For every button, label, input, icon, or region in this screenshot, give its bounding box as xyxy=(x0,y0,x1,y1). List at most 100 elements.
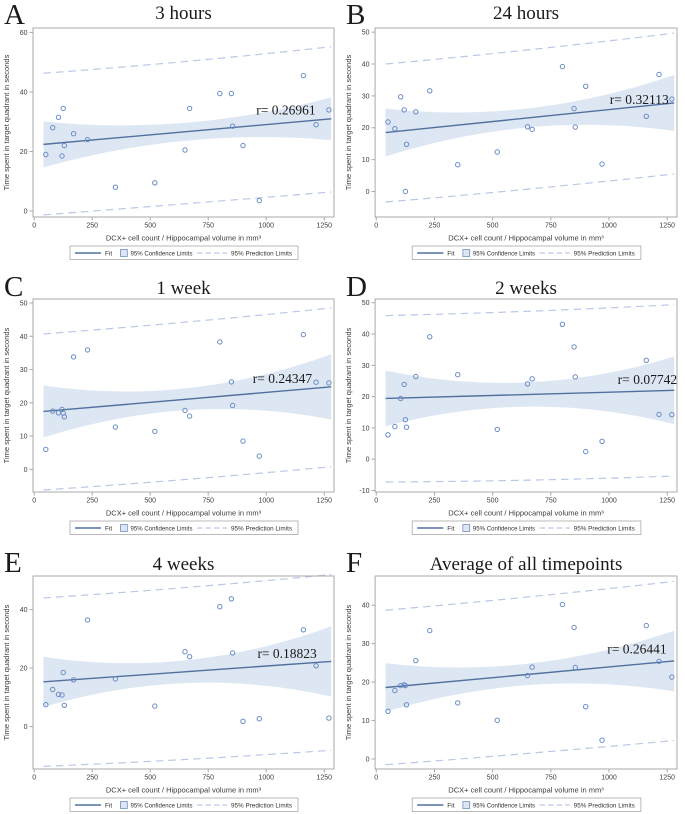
scatter-point xyxy=(392,126,398,132)
x-tick-label: 0 xyxy=(32,223,36,230)
scatter-point xyxy=(599,438,605,445)
scatter-point xyxy=(228,379,235,385)
panel-title: 4 weeks xyxy=(153,554,215,575)
y-tick-label: 0 xyxy=(366,189,370,196)
x-tick-label: 1250 xyxy=(659,775,675,782)
scatter-point xyxy=(55,691,62,698)
x-axis-title: DCX+ cell count / Hippocampal volume in … xyxy=(106,786,262,795)
x-tick-label: 1000 xyxy=(601,498,617,505)
panel-letter: A xyxy=(4,0,25,31)
x-tick-label: 0 xyxy=(374,223,378,230)
scatter-point xyxy=(494,717,500,723)
scatter-point xyxy=(571,105,577,112)
scatter-point xyxy=(240,438,246,444)
scatter-point xyxy=(217,90,223,97)
scatter-point xyxy=(313,122,319,128)
scatter-point xyxy=(61,702,68,709)
y-tick-label: 40 xyxy=(20,607,28,614)
panel-e: 0 20 40 0 250 500 750 1000 1250 E 4 weeks r= 0.1882… xyxy=(0,545,342,814)
scatter-point xyxy=(643,622,649,629)
scatter-point xyxy=(559,63,566,70)
legend-confidence-label: 95% Confidence Limits xyxy=(473,525,536,532)
scatter-point xyxy=(326,715,332,721)
x-axis-title: DCX+ cell count / Hippocampal volume in … xyxy=(448,786,604,795)
prediction-limit-upper xyxy=(385,32,675,65)
panel-letter: C xyxy=(4,271,23,303)
panel-title: 2 weeks xyxy=(495,278,557,299)
y-tick-label: 0 xyxy=(24,209,28,216)
legend: Fit 95% Confidence Limits 95% Prediction L… xyxy=(69,520,299,535)
legend-fit-label: Fit xyxy=(105,250,112,257)
scatter-point xyxy=(50,686,56,693)
x-tick-label: 1250 xyxy=(659,498,675,505)
scatter-point xyxy=(656,71,662,78)
fit-line xyxy=(43,660,332,683)
correlation-label: r= 0.07742 xyxy=(618,372,677,387)
scatter-point xyxy=(84,617,91,623)
scatter-point xyxy=(427,627,433,634)
scatter-point xyxy=(643,357,649,364)
scatter-point xyxy=(112,184,119,190)
confidence-band xyxy=(43,97,332,168)
y-tick-label: 40 xyxy=(20,89,28,96)
legend-prediction-label: 95% Prediction Limits xyxy=(231,525,293,532)
scatter-point xyxy=(572,664,578,671)
legend-confidence-swatch xyxy=(462,524,471,532)
scatter-point xyxy=(385,708,391,715)
confidence-band xyxy=(385,630,675,712)
scatter-points xyxy=(385,321,675,455)
scatter-point xyxy=(43,702,49,708)
scatter-point xyxy=(112,424,119,430)
scatter-point xyxy=(59,692,65,698)
legend-confidence-label: 95% Confidence Limits xyxy=(131,802,194,809)
fit-line xyxy=(385,102,675,134)
panel-c: 0 10 20 30 40 50 0 250 500 750 1000 1250 C 1 week r= 0… xyxy=(0,270,342,545)
scatter-point xyxy=(60,105,66,112)
scatter-point xyxy=(403,141,410,148)
scatter-point xyxy=(43,151,49,158)
scatter-point xyxy=(524,672,531,679)
x-tick-label: 250 xyxy=(429,498,441,505)
legend: Fit 95% Confidence Limits 95% Prediction L… xyxy=(411,245,642,260)
scatter-point xyxy=(494,426,500,433)
y-tick-label: 30 xyxy=(362,641,370,648)
scatter-points xyxy=(43,72,332,204)
prediction-limit-upper xyxy=(385,304,675,317)
y-tick-label: 30 xyxy=(20,367,28,374)
correlation-label: r= 0.24347 xyxy=(253,371,313,386)
scatter-point xyxy=(70,677,77,683)
scatter-point xyxy=(61,414,68,420)
scatter-point xyxy=(256,197,262,204)
scatter-point xyxy=(256,716,262,722)
scatter-point xyxy=(427,88,433,94)
x-tick-label: 500 xyxy=(487,223,499,230)
y-tick-label: 0 xyxy=(24,467,28,474)
plot-frame xyxy=(374,298,678,493)
panel-title: 1 week xyxy=(156,278,211,299)
y-tick-label: 0 xyxy=(366,757,370,764)
x-axis-title: DCX+ cell count / Hippocampal volume in … xyxy=(448,509,604,518)
legend-prediction-label: 95% Prediction Limits xyxy=(231,250,293,257)
plot-frame xyxy=(32,298,335,493)
legend-confidence-swatch xyxy=(120,801,128,809)
fit-line xyxy=(385,660,675,689)
x-tick-label: 0 xyxy=(374,498,378,505)
x-tick-label: 500 xyxy=(487,498,499,505)
scatter-point xyxy=(392,423,398,430)
correlation-label: r= 0.26441 xyxy=(607,641,666,656)
scatter-point xyxy=(229,650,236,656)
plot-frame xyxy=(374,575,678,770)
scatter-point xyxy=(669,96,675,102)
y-axis-title: Time spent in target quadrant in seconds xyxy=(344,328,353,464)
prediction-limit-upper xyxy=(43,46,332,74)
scatter-point xyxy=(313,379,319,385)
x-tick-label: 500 xyxy=(487,775,499,782)
legend: Fit 95% Confidence Limits 95% Prediction L… xyxy=(69,245,299,260)
y-axis-title: Time spent in target quadrant in seconds xyxy=(2,54,11,190)
x-tick-label: 750 xyxy=(202,498,214,505)
scatter-point xyxy=(84,136,91,143)
y-tick-label: 20 xyxy=(20,666,28,673)
scatter-point xyxy=(571,624,577,631)
